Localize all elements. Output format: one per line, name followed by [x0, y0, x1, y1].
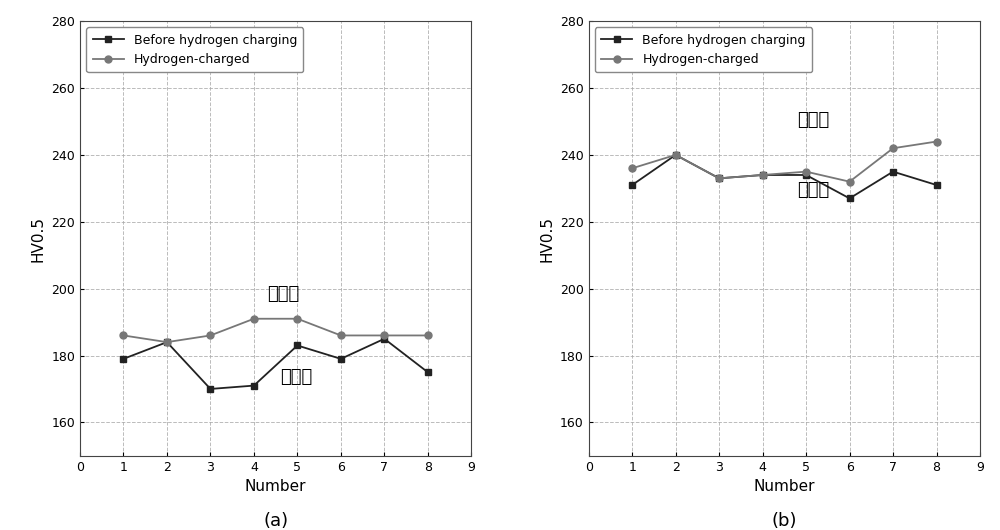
Text: 渗氢后: 渗氢后 [797, 111, 830, 129]
Hydrogen-charged [291, 315, 303, 322]
Hydrogen-charged [422, 332, 434, 339]
Hydrogen-charged [204, 332, 216, 339]
Hydrogen-charged [378, 332, 390, 339]
Before hydrogen charging [204, 386, 216, 392]
Before hydrogen charging [161, 339, 173, 346]
Hydrogen-charged [844, 179, 856, 185]
Before hydrogen charging [887, 169, 899, 175]
Hydrogen-charged [887, 145, 899, 152]
Hydrogen-charged [800, 169, 812, 175]
Before hydrogen charging [335, 356, 347, 362]
Before hydrogen charging [844, 195, 856, 201]
Hydrogen-charged [713, 175, 725, 181]
Y-axis label: HV0.5: HV0.5 [31, 216, 46, 261]
Text: 渗氢前: 渗氢前 [280, 368, 312, 386]
Line: Hydrogen-charged: Hydrogen-charged [120, 315, 431, 346]
Line: Before hydrogen charging: Before hydrogen charging [120, 335, 431, 392]
Before hydrogen charging [800, 172, 812, 178]
Hydrogen-charged [117, 332, 129, 339]
Before hydrogen charging [248, 383, 260, 389]
Hydrogen-charged [757, 172, 769, 178]
Before hydrogen charging [626, 182, 638, 188]
Hydrogen-charged [335, 332, 347, 339]
Before hydrogen charging [713, 175, 725, 181]
Before hydrogen charging [117, 356, 129, 362]
Hydrogen-charged [670, 152, 682, 158]
Text: 渗氢后: 渗氢后 [267, 285, 299, 303]
Before hydrogen charging [931, 182, 943, 188]
X-axis label: Number: Number [245, 479, 306, 494]
Before hydrogen charging [670, 152, 682, 158]
Hydrogen-charged [931, 138, 943, 145]
Legend: Before hydrogen charging, Hydrogen-charged: Before hydrogen charging, Hydrogen-charg… [595, 28, 812, 72]
X-axis label: Number: Number [754, 479, 815, 494]
Before hydrogen charging [422, 369, 434, 375]
Line: Hydrogen-charged: Hydrogen-charged [629, 138, 940, 185]
Line: Before hydrogen charging: Before hydrogen charging [629, 152, 940, 202]
Text: 渗氢前: 渗氢前 [797, 181, 830, 199]
Hydrogen-charged [626, 165, 638, 172]
Hydrogen-charged [248, 315, 260, 322]
Before hydrogen charging [757, 172, 769, 178]
Legend: Before hydrogen charging, Hydrogen-charged: Before hydrogen charging, Hydrogen-charg… [86, 28, 303, 72]
Hydrogen-charged [161, 339, 173, 346]
Text: (a): (a) [263, 513, 288, 530]
Before hydrogen charging [291, 342, 303, 349]
Y-axis label: HV0.5: HV0.5 [539, 216, 554, 261]
Text: (b): (b) [772, 513, 797, 530]
Before hydrogen charging [378, 335, 390, 342]
